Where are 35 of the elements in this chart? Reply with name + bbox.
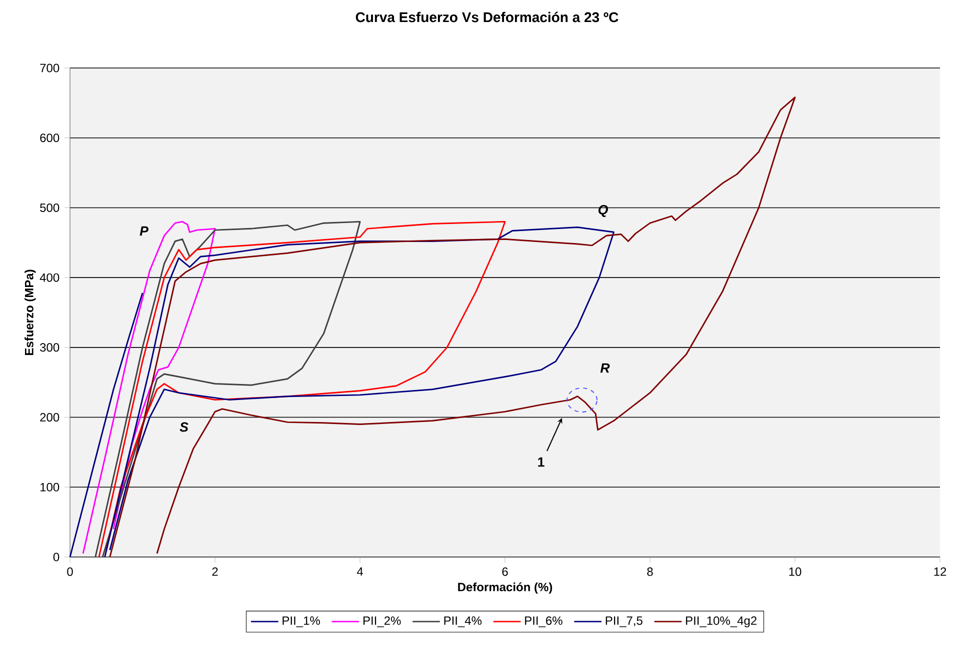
line-series [82,220,216,554]
legend-label: PII_1% [282,616,320,628]
annotation: Q [598,205,608,217]
annotation: P [140,226,148,236]
y-axis-title: Esfuerzo (MPa) [24,270,36,356]
legend-label: PII_10%_4g2 [686,616,756,628]
x-tick-label: 6 [502,567,508,576]
x-tick-label: 12 [934,567,946,576]
y-tick-label: 200 [40,413,60,422]
y-tick-label: 400 [40,273,60,282]
legend-label: PII_6% [525,616,562,628]
x-tick-label: 4 [356,567,363,576]
chart-title: Curva Esfuerzo Vs Deformación a 23 ºC [356,12,618,22]
x-tick-label: 10 [789,567,802,576]
line-series [98,220,506,558]
annotation: S [180,422,188,432]
annotation: R [600,363,610,373]
y-tick-label: 600 [40,134,60,142]
x-axis-title: Deformación (%) [458,582,552,594]
legend-label: PII_4% [444,616,482,628]
line-series [94,220,361,558]
y-tick-label: 300 [40,343,60,352]
line-series [104,226,614,558]
y-tick-label: 100 [40,482,60,492]
y-tick-label: 0 [53,552,60,562]
legend-label: PII_2% [363,616,401,628]
x-tick-label: 2 [212,567,218,576]
x-tick-label: 8 [647,567,653,576]
annotation: 1 [538,457,544,467]
x-tick-label: 0 [67,567,73,576]
line-series [109,96,796,558]
y-tick-label: 700 [40,64,60,72]
y-tick-label: 500 [40,203,60,212]
legend-label: PII_7,5 [606,616,642,628]
line-series [69,292,144,558]
